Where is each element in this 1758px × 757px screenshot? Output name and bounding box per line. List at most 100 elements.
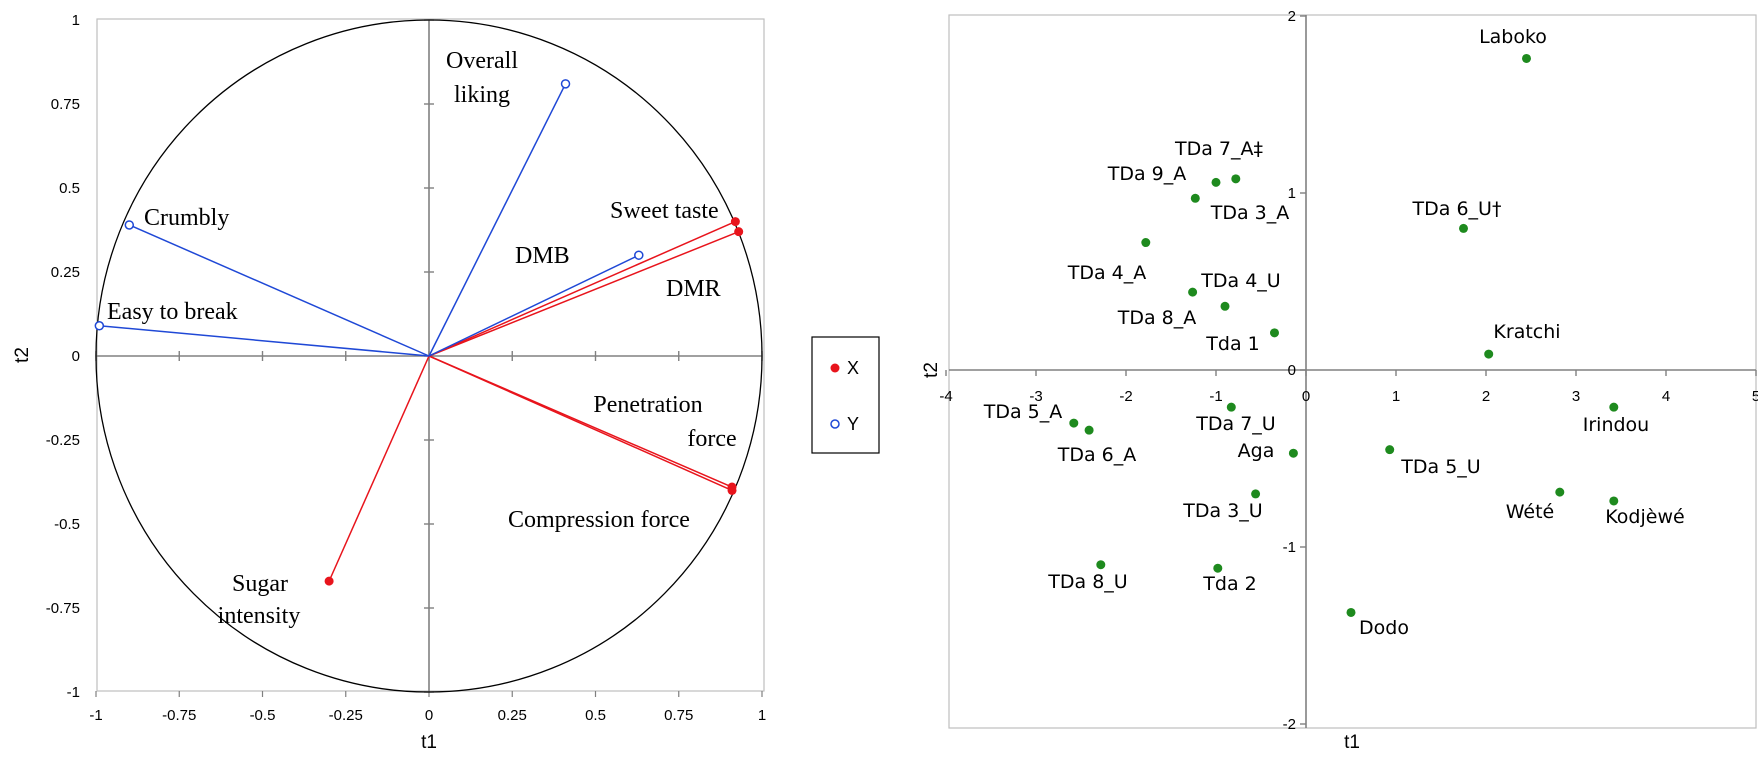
right-x-tick-label: 4 bbox=[1662, 388, 1670, 405]
vector-sweet-taste bbox=[428, 220, 736, 357]
legend: X Y bbox=[811, 336, 880, 454]
left-y-axis-label: t2 bbox=[12, 347, 33, 363]
variable-label: Sweet taste bbox=[610, 198, 719, 224]
observation-label: TDa 7_A‡ bbox=[1174, 138, 1263, 160]
observation-point bbox=[1522, 53, 1531, 63]
vector-dmb bbox=[428, 254, 640, 357]
observation-point bbox=[1609, 402, 1619, 412]
variable-label: Sugar intensity bbox=[218, 571, 301, 629]
observation-label: TDa 5_A bbox=[983, 401, 1063, 423]
observation-point bbox=[1609, 496, 1619, 506]
legend-y-label: Y bbox=[847, 414, 859, 434]
observation-point bbox=[1084, 425, 1094, 435]
right-y-tick-label: 0 bbox=[1288, 362, 1296, 379]
observation-point bbox=[1220, 301, 1230, 311]
observation-label: Kratchi bbox=[1493, 321, 1560, 343]
observation-label: TDa 6_A bbox=[1057, 444, 1137, 466]
observation-label: TDa 3_U bbox=[1182, 500, 1262, 522]
observations-scatter-plot: Laboko TDa 7_A‡ TDa 9_A TDa 3_A TDa 6_U† TDa … bbox=[921, 8, 1758, 753]
observation-points: Laboko TDa 7_A‡ TDa 9_A TDa 3_A TDa 6_U† TDa … bbox=[983, 26, 1685, 639]
left-x-tick-label: -0.25 bbox=[329, 707, 363, 724]
variable-vectors: Sweet taste DMR Penetration force Compressio… bbox=[94, 48, 744, 629]
left-x-tick-label: 0.75 bbox=[664, 707, 693, 724]
vector-dmr bbox=[428, 230, 739, 357]
variable-point bbox=[94, 321, 105, 331]
observation-point bbox=[1251, 489, 1261, 499]
variable-label: Penetration force bbox=[593, 392, 736, 452]
left-y-tick-label: -0.25 bbox=[46, 432, 80, 449]
left-y-tick-label: 0.75 bbox=[51, 96, 80, 113]
left-plot-frame bbox=[96, 18, 765, 692]
observation-point bbox=[1188, 287, 1198, 297]
right-y-tick-label: 2 bbox=[1288, 8, 1296, 25]
variable-label: Easy to break bbox=[107, 299, 238, 325]
left-y-tick-label: 0.5 bbox=[59, 180, 80, 197]
unit-circle-outline bbox=[95, 19, 763, 693]
observation-label: Tda 2 bbox=[1202, 573, 1256, 595]
variable-label: Overall liking bbox=[446, 48, 518, 108]
observation-point bbox=[1213, 563, 1223, 573]
observation-label: Irindou bbox=[1583, 414, 1649, 436]
right-y-tick-label: -2 bbox=[1283, 716, 1296, 733]
left-y-tick-label: 0.25 bbox=[51, 264, 80, 281]
right-plot-frame bbox=[948, 14, 1757, 729]
left-x-tick-label: 1 bbox=[758, 707, 766, 724]
right-x-tick-label: 5 bbox=[1752, 388, 1758, 405]
right-x-tick-labels: -4 -3 -2 -1 0 1 2 3 4 5 bbox=[939, 388, 1758, 405]
observation-point bbox=[1484, 349, 1494, 359]
variable-point bbox=[727, 485, 737, 495]
variable-point bbox=[560, 79, 571, 89]
legend-x-marker bbox=[830, 363, 840, 373]
left-x-tick-labels: -1 -0.75 -0.5 -0.25 0 0.25 0.5 0.75 1 bbox=[89, 707, 766, 724]
observation-label: TDa 6_U† bbox=[1412, 198, 1502, 220]
observation-point bbox=[1211, 177, 1221, 187]
right-y-tick-label: -1 bbox=[1283, 539, 1296, 556]
observation-label: Tda 1 bbox=[1205, 333, 1259, 355]
vector-sugar-intensity bbox=[328, 355, 430, 582]
left-y-tick-label: -0.75 bbox=[46, 600, 80, 617]
observation-label: TDa 8_U bbox=[1047, 571, 1127, 593]
observation-point bbox=[1141, 238, 1151, 248]
observation-point bbox=[1459, 223, 1468, 233]
variable-point bbox=[734, 227, 744, 237]
observation-point bbox=[1346, 607, 1356, 617]
observation-point bbox=[1270, 328, 1279, 338]
observation-point bbox=[1226, 402, 1236, 412]
right-axes bbox=[945, 15, 1757, 728]
observation-point bbox=[1231, 174, 1241, 184]
right-x-tick-label: 1 bbox=[1392, 388, 1400, 405]
left-y-tick-label: -0.5 bbox=[54, 516, 80, 533]
vector-crumbly bbox=[128, 224, 430, 357]
vector-compression-force bbox=[428, 355, 733, 492]
legend-y-marker bbox=[830, 419, 840, 429]
variable-label: Compression force bbox=[508, 507, 690, 533]
observation-label: Kodjèwé bbox=[1605, 506, 1684, 528]
vector-easy-to-break bbox=[99, 325, 430, 357]
left-x-tick-label: -0.75 bbox=[162, 707, 196, 724]
left-x-tick-label: 0.5 bbox=[585, 707, 606, 724]
right-y-tick-label: 1 bbox=[1288, 185, 1296, 202]
observation-point bbox=[1096, 560, 1106, 570]
variable-label: Crumbly bbox=[144, 205, 229, 231]
observation-label: TDa 4_A bbox=[1067, 262, 1147, 284]
observation-label: TDa 4_U bbox=[1200, 270, 1280, 292]
observation-point bbox=[1069, 418, 1079, 428]
legend-x-label: X bbox=[847, 358, 859, 378]
observation-point bbox=[1190, 193, 1200, 203]
right-x-tick-label: -4 bbox=[939, 388, 952, 405]
right-y-tick-labels: -2 -1 0 1 2 bbox=[1283, 8, 1296, 733]
observation-label: TDa 5_U bbox=[1400, 456, 1480, 478]
right-x-tick-label: -1 bbox=[1209, 388, 1222, 405]
variable-label: DMB bbox=[515, 243, 570, 269]
left-x-axis-label: t1 bbox=[421, 732, 437, 753]
right-x-axis-label: t1 bbox=[1344, 732, 1360, 753]
variable-point bbox=[324, 576, 334, 586]
correlation-circle-plot: Sweet taste DMR Penetration force Compressio… bbox=[12, 12, 766, 753]
observation-point bbox=[1555, 487, 1565, 497]
observation-label: Wété bbox=[1506, 501, 1555, 523]
left-y-tick-label: 1 bbox=[72, 12, 80, 29]
right-x-tick-label: -2 bbox=[1119, 388, 1132, 405]
observation-label: TDa 8_A bbox=[1117, 307, 1197, 329]
observation-label: Laboko bbox=[1479, 26, 1547, 48]
